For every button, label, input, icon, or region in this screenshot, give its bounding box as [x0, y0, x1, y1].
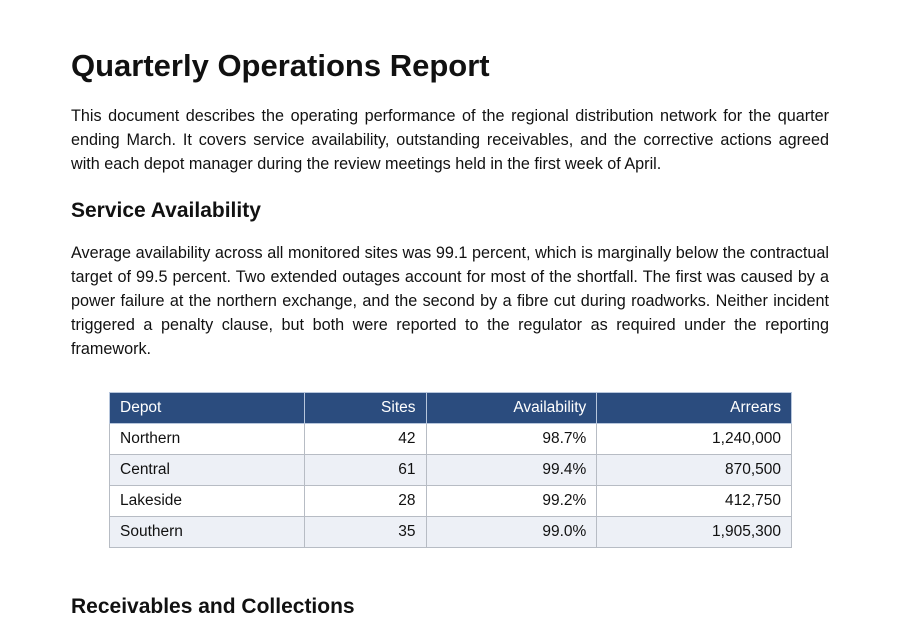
column-header-availability: Availability [425, 392, 598, 424]
page-title: Quarterly Operations Report [71, 48, 490, 83]
cell-availability: 99.4% [425, 454, 598, 486]
column-header-arrears: Arrears [596, 392, 792, 424]
cell-arrears: 1,240,000 [596, 423, 792, 455]
depot-table: Depot Sites Availability Arrears Norther… [109, 392, 792, 548]
cell-depot: Central [109, 454, 305, 486]
cell-depot: Northern [109, 423, 305, 455]
column-header-depot: Depot [109, 392, 305, 424]
cell-availability: 99.2% [425, 485, 598, 517]
cell-arrears: 870,500 [596, 454, 792, 486]
section-heading-service-availability: Service Availability [71, 199, 261, 222]
table-row: Northern 42 98.7% 1,240,000 [109, 423, 792, 455]
table-row: Central 61 99.4% 870,500 [109, 454, 792, 486]
cell-sites: 28 [303, 485, 427, 517]
column-header-sites: Sites [303, 392, 427, 424]
cell-availability: 99.0% [425, 516, 598, 548]
cell-arrears: 412,750 [596, 485, 792, 517]
table-row: Southern 35 99.0% 1,905,300 [109, 516, 792, 548]
table-row: Lakeside 28 99.2% 412,750 [109, 485, 792, 517]
intro-paragraph: This document describes the operating pe… [71, 107, 829, 173]
cell-sites: 35 [303, 516, 427, 548]
cell-sites: 42 [303, 423, 427, 455]
cell-availability: 98.7% [425, 423, 598, 455]
cell-sites: 61 [303, 454, 427, 486]
cell-depot: Southern [109, 516, 305, 548]
section-heading-receivables: Receivables and Collections [71, 595, 355, 618]
table-header-row: Depot Sites Availability Arrears [109, 392, 792, 424]
cell-depot: Lakeside [109, 485, 305, 517]
cell-arrears: 1,905,300 [596, 516, 792, 548]
service-availability-paragraph: Average availability across all monitore… [71, 244, 829, 358]
